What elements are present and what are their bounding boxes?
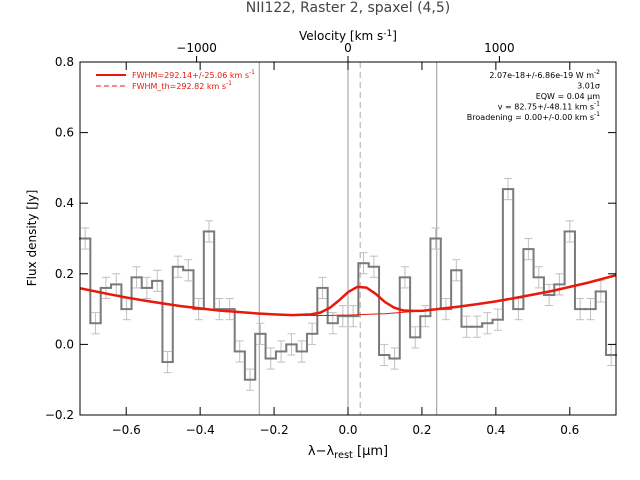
line-fit	[79, 274, 617, 317]
y-tick-label: 0.0	[55, 337, 74, 351]
annotation: 2.07e-18+/-6.86e-19 W m-2	[489, 69, 600, 80]
legend-label: FWHM=292.14+/-25.06 km s-1	[132, 69, 255, 80]
x-tick-label: 0.2	[412, 423, 431, 437]
y-tick-label: 0.4	[55, 196, 74, 210]
text-part: -1	[594, 111, 600, 118]
annotation: v = 82.75+/-48.11 km s-1	[498, 101, 600, 112]
x2-tick-label: −1000	[176, 41, 217, 55]
text-part: λ−λ	[308, 444, 335, 459]
text-part: 3.01σ	[577, 82, 600, 91]
x2-tick-label: 1000	[484, 41, 515, 55]
y-tick-label: 0.6	[55, 126, 74, 140]
annotation: Broadening = 0.00+/-0.00 km s-1	[467, 111, 600, 122]
annotation: EQW = 0.04 μm	[536, 92, 600, 101]
y-tick-label: 0.8	[55, 55, 74, 69]
legend-label: FWHM_th=292.82 km s-1	[132, 80, 232, 91]
text-part: Velocity [km s	[299, 29, 383, 43]
text-part: -1	[383, 29, 392, 39]
x-axis-label: λ−λrest [μm]	[308, 444, 388, 461]
x-tick-label: −0.6	[112, 423, 141, 437]
chart-title: NII122, Raster 2, spaxel (4,5)	[246, 0, 451, 16]
y-axis-label: Flux density [Jy]	[25, 190, 39, 287]
text-part: EQW = 0.04 μm	[536, 92, 600, 101]
x-tick-label: −0.2	[259, 423, 288, 437]
annotation: 3.01σ	[577, 82, 600, 91]
y-tick-label: −0.2	[45, 408, 74, 422]
text-part: -1	[249, 69, 255, 76]
x2-tick-label: 0	[344, 41, 352, 55]
text-part: ]	[392, 29, 397, 43]
x-tick-label: 0.0	[338, 423, 357, 437]
text-part: -1	[226, 80, 232, 87]
text-part: [μm]	[353, 444, 388, 459]
text-part: FWHM_th=292.82 km s	[132, 82, 226, 91]
text-part: -2	[594, 69, 600, 76]
x-tick-label: 0.4	[486, 423, 505, 437]
x-tick-label: 0.6	[560, 423, 579, 437]
text-part: FWHM=292.14+/-25.06 km s	[132, 71, 249, 80]
text-part: 2.07e-18+/-6.86e-19 W m	[489, 71, 594, 80]
y-tick-label: 0.2	[55, 267, 74, 281]
text-part: rest	[334, 450, 353, 461]
text-part: v = 82.75+/-48.11 km s	[498, 103, 594, 112]
x-tick-label: −0.4	[186, 423, 215, 437]
text-part: Broadening = 0.00+/-0.00 km s	[467, 113, 594, 122]
x2-axis-label: Velocity [km s-1]	[299, 29, 397, 43]
text-part: -1	[594, 101, 600, 108]
